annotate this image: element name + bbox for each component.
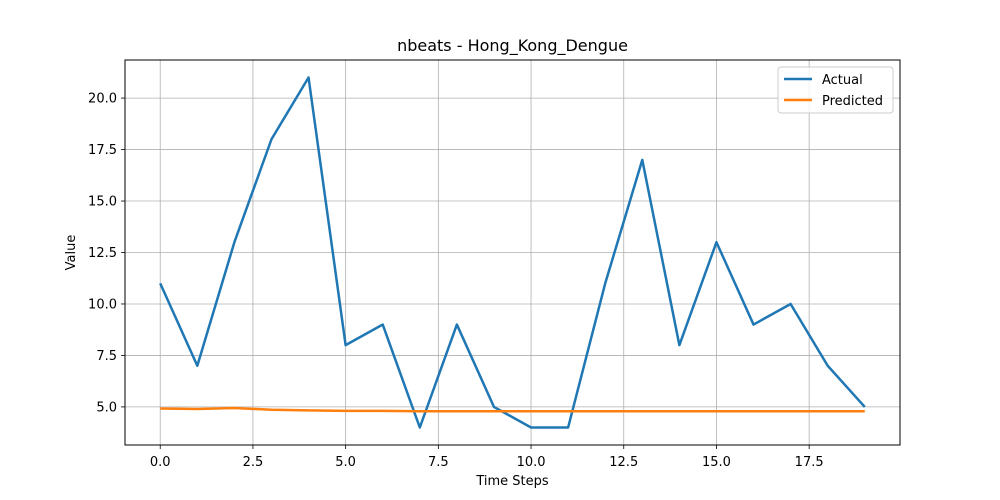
y-tick-label: 7.5 <box>96 349 117 364</box>
y-axis-label: Value <box>64 235 79 271</box>
legend-label-predicted: Predicted <box>822 94 883 109</box>
y-tick-label: 20.0 <box>88 92 117 107</box>
series-lines <box>159 76 866 429</box>
y-tick-label: 10.0 <box>88 297 117 312</box>
grid <box>125 60 900 445</box>
series-line-predicted <box>160 406 865 413</box>
y-tick-label: 17.5 <box>88 143 117 158</box>
legend: Actual Predicted <box>777 66 894 114</box>
series-line-actual <box>159 76 866 429</box>
x-tick-label: 7.5 <box>428 455 449 470</box>
x-tick-label: 10.0 <box>517 455 546 470</box>
x-tick-label: 15.0 <box>702 455 731 470</box>
chart-title: nbeats - Hong_Kong_Dengue <box>397 36 628 56</box>
y-tick-label: 12.5 <box>88 246 117 261</box>
y-axis-ticks: 5.0 7.5 10.0 12.5 15.0 17.5 20.0 <box>88 92 125 415</box>
legend-label-actual: Actual <box>822 73 863 88</box>
x-tick-label: 0.0 <box>150 455 171 470</box>
x-tick-label: 5.0 <box>335 455 356 470</box>
x-tick-label: 2.5 <box>243 455 264 470</box>
x-tick-label: 17.5 <box>795 455 824 470</box>
y-tick-label: 5.0 <box>96 400 117 415</box>
x-axis-label: Time Steps <box>475 474 549 489</box>
x-axis-ticks: 0.0 2.5 5.0 7.5 10.0 12.5 15.0 17.5 <box>150 445 824 470</box>
y-tick-label: 15.0 <box>88 195 117 210</box>
x-tick-label: 12.5 <box>609 455 638 470</box>
